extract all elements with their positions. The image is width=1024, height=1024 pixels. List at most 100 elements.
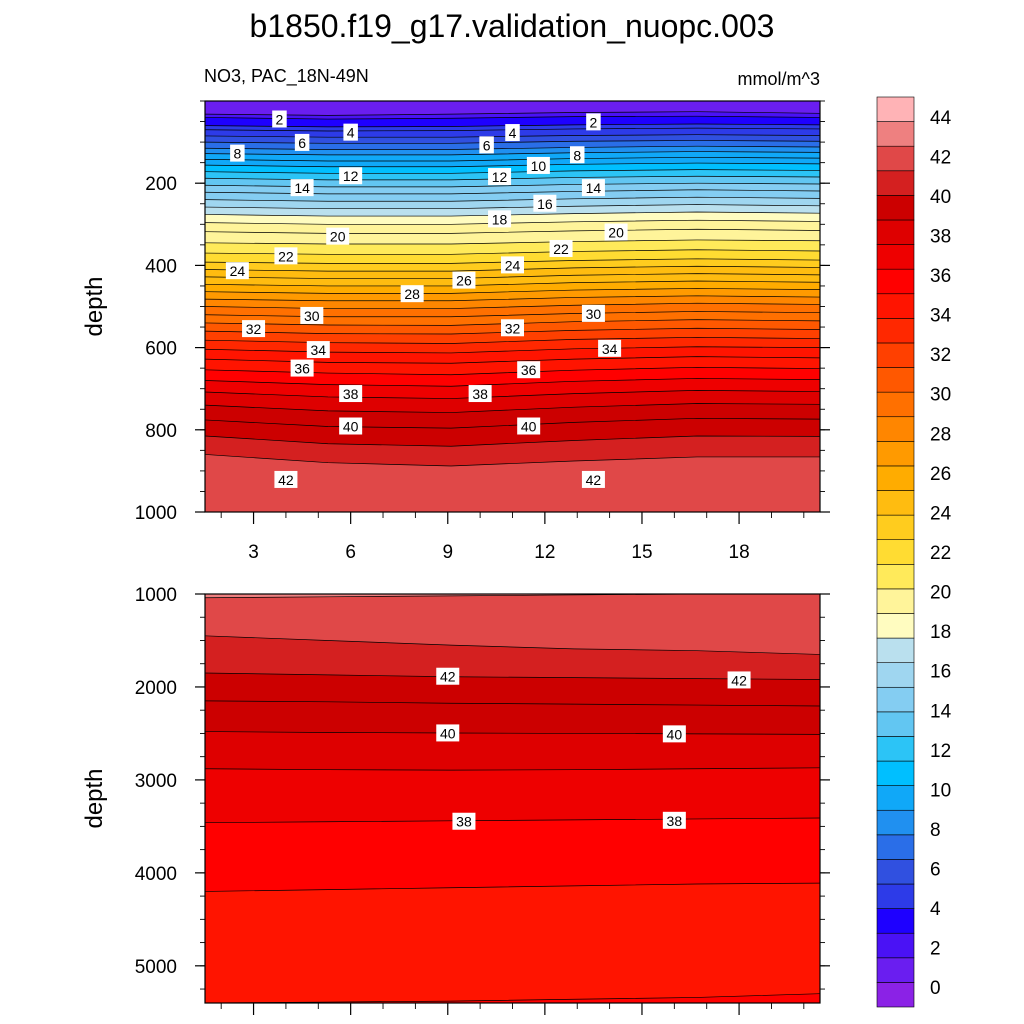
contour-label: 12 [343,168,359,184]
contour-label: 8 [233,146,241,162]
contour-line [205,273,820,279]
contour-label-box [468,385,492,403]
colorbar-band [876,367,915,393]
colorbar-band [876,244,915,270]
contour-label-box [339,417,363,435]
contour-label-box [274,247,298,265]
contour-label-box [488,168,512,186]
colorbar-tick-label: 10 [930,780,951,801]
colorbar-tick-label: 14 [930,701,952,722]
contour-line [205,204,820,210]
contour-line [205,239,820,245]
y-axis-label: depth [81,276,108,336]
contour-line [205,882,820,892]
contour-label: 10 [531,158,547,174]
contour-band [205,594,820,655]
contour-label: 40 [667,726,683,742]
contour-label-box [290,179,314,197]
contour-label-box [343,123,358,141]
contour-label: 6 [298,135,306,151]
contour-label-box [549,239,573,257]
y-tick-label: 200 [145,174,177,195]
contour-line [205,454,820,467]
x-tick-label: 3 [248,542,259,563]
contour-label: 30 [586,306,602,322]
contour-label-box [581,179,605,197]
y-tick-label: 600 [145,339,177,360]
contour-label: 32 [246,321,262,337]
colorbar-band [876,514,915,541]
x-tick-label: 12 [534,542,555,563]
colorbar-tick-label: 16 [930,662,951,683]
lower-panel: 42 42 40 40 38 38 1000 2000 3000 4000 5000 depth [81,585,830,1015]
colorbar-band [876,760,915,786]
contour-label: 40 [343,419,359,435]
contour-line [205,295,820,302]
colorbar-band [876,195,915,221]
chart-title: b1850.f19_g17.validation_nuopc.003 [250,8,775,44]
contour-label-box [517,361,541,379]
contour-label: 38 [343,386,359,402]
contour-line [205,211,820,217]
contour-label-box [400,285,424,303]
y-tick-label: 3000 [135,771,177,792]
contour-label: 2 [590,114,598,130]
colorbar-tick-label: 4 [930,899,941,920]
contour-label: 32 [505,320,521,336]
contour-label: 36 [294,361,310,377]
contour-label: 4 [347,125,355,141]
colorbar-tick-label: 26 [930,464,951,485]
contour-line [205,389,820,399]
contour-line [205,700,820,707]
colorbar-band [876,96,915,122]
contour-label: 24 [505,257,521,273]
contour-label: 2 [276,111,284,127]
contour-label-box [452,812,476,830]
contour-line [205,249,820,255]
colorbar-tick-label: 20 [930,583,951,604]
colorbar-band [876,982,915,1008]
contour-label: 8 [573,147,581,163]
colorbar-band [876,711,915,737]
contour-label-box [501,256,524,274]
contour-line [205,228,820,234]
contour-label-box [225,262,249,280]
contour-line [205,162,820,168]
colorbar-band [876,637,915,663]
contour-label-box [306,341,330,359]
contour-label: 30 [304,308,320,324]
colorbar-tick-label: 40 [930,187,951,208]
contour-label: 12 [492,169,508,185]
contour-label: 38 [472,386,488,402]
colorbar-band [876,121,915,147]
contour-label: 14 [294,180,310,196]
contour-label-box [586,113,601,131]
contour-label: 16 [537,196,553,212]
colorbar-tick-label: 34 [930,306,952,327]
contour-label-box [290,359,314,377]
contour-line [205,403,820,413]
contour-label-box [339,167,363,185]
x-tick-label: 9 [442,542,453,563]
chart-units: mmol/m^3 [738,69,820,89]
contour-label-box [326,227,350,245]
contour-label: 14 [586,180,602,196]
contour-label-box [581,470,605,488]
contour-line [205,817,820,824]
contour-label-box [436,667,460,685]
contour-line [205,993,820,1003]
y-tick-label: 400 [145,256,177,277]
colorbar-band [876,539,915,565]
colorbar-tick-label: 44 [930,108,952,129]
colorbar-band [876,170,915,196]
contour-line [205,378,820,387]
contour-label-box [533,194,557,212]
contour-line [205,115,820,120]
colorbar-tick-label: 38 [930,226,951,247]
contour-line [205,435,820,447]
colorbar-tick-label: 2 [930,939,941,960]
colorbar-band [876,563,915,590]
contour-label-box [505,124,520,142]
